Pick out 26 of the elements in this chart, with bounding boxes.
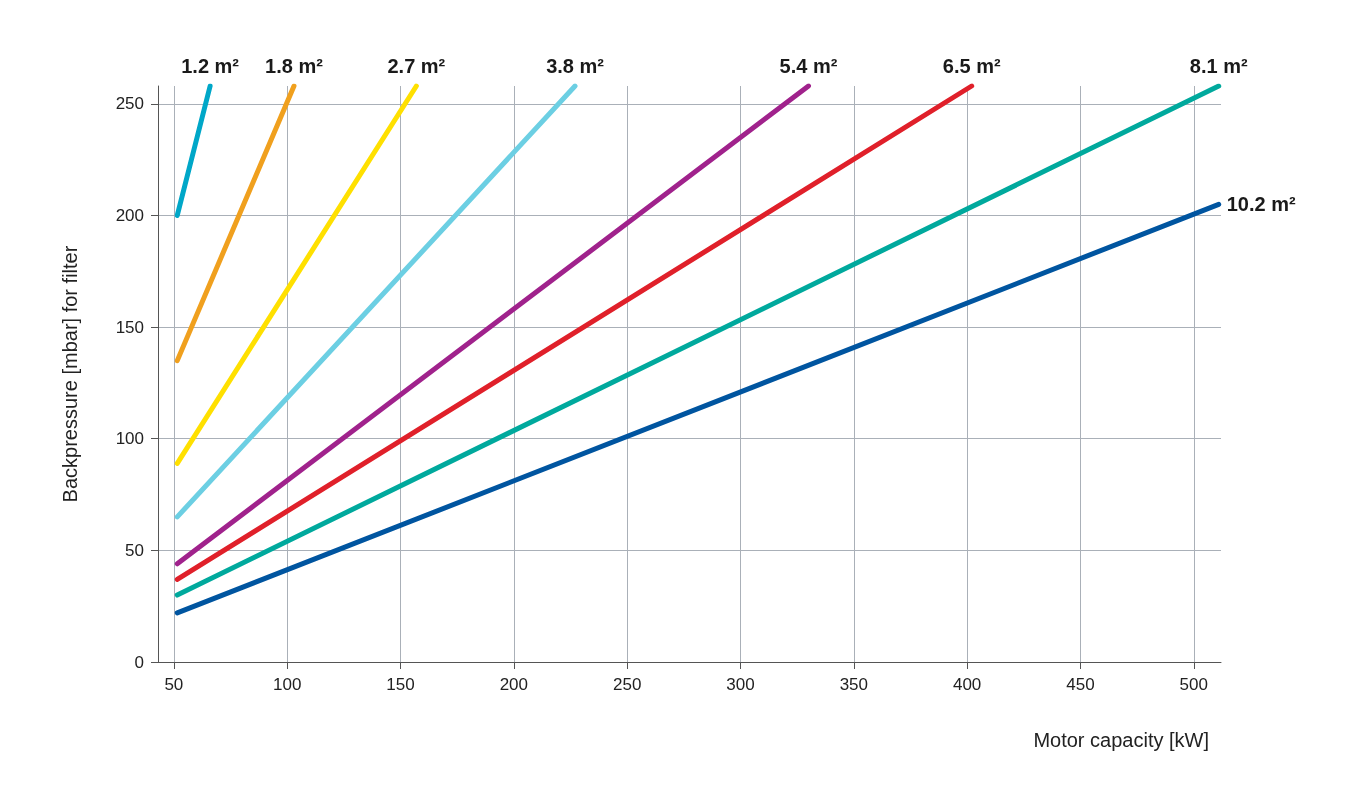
x-axis-title: Motor capacity [kW] (1033, 729, 1209, 751)
x-tick-label: 450 (1066, 675, 1095, 694)
series-label: 5.4 m² (779, 55, 838, 77)
series-label: 8.1 m² (1189, 55, 1248, 77)
y-tick-label: 150 (115, 317, 144, 337)
x-tick-label: 50 (164, 675, 184, 694)
y-tick-label: 100 (115, 429, 144, 449)
series-label: 10.2 m² (1226, 193, 1296, 216)
y-tick-label: 250 (115, 94, 144, 114)
x-tick-label: 350 (839, 675, 869, 694)
series-label: 2.7 m² (387, 55, 446, 77)
x-tick-label: 250 (612, 675, 642, 694)
x-tick-label: 300 (726, 675, 755, 694)
x-tick-label: 400 (952, 675, 982, 694)
y-axis-title: Backpressure [mbar] for filter (59, 245, 81, 503)
series-label: 6.5 m² (942, 55, 1001, 77)
y-tick-label: 50 (125, 540, 144, 560)
y-tick-label: 0 (134, 652, 144, 672)
x-tick-label: 200 (499, 675, 529, 694)
series-label: 1.2 m² (181, 55, 240, 77)
x-tick-label: 500 (1179, 675, 1208, 694)
series-label: 1.8 m² (265, 55, 324, 77)
x-tick-label: 150 (386, 675, 415, 694)
x-tick-label: 100 (273, 675, 302, 694)
series-label: 3.8 m² (546, 55, 605, 77)
y-tick-label: 200 (115, 205, 144, 225)
